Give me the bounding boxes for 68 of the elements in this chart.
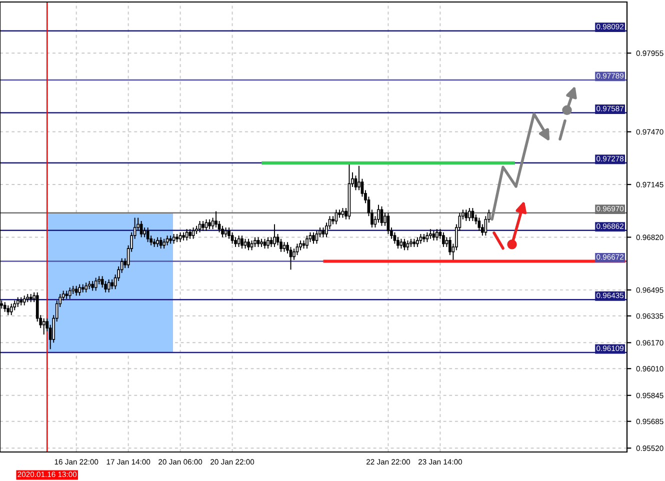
candlestick <box>107 278 110 293</box>
candlestick <box>204 218 208 232</box>
candlestick <box>6 304 10 316</box>
candlestick <box>22 295 26 306</box>
candlestick <box>208 218 211 230</box>
candlestick <box>280 238 282 252</box>
candlestick <box>334 209 338 225</box>
candlestick <box>94 277 98 292</box>
candlestick <box>406 240 410 251</box>
candlestick <box>270 236 273 248</box>
candlestick <box>419 233 422 244</box>
candlestick <box>448 236 452 256</box>
candlestick <box>172 233 176 244</box>
candlestick <box>341 208 344 218</box>
candlestick <box>322 227 325 238</box>
candlestick <box>110 278 114 290</box>
candlestick <box>3 302 6 312</box>
candlestick <box>256 236 260 248</box>
candlestick <box>266 236 270 250</box>
candlestick <box>380 206 384 226</box>
candlestick <box>299 240 302 251</box>
candlestick <box>312 232 315 244</box>
candlestick <box>436 228 438 241</box>
candlestick <box>234 236 237 248</box>
candlestick <box>400 238 403 250</box>
candlestick <box>146 227 150 243</box>
candlestick <box>78 284 82 296</box>
candlestick <box>143 227 146 238</box>
candlestick <box>396 236 400 250</box>
candlestick <box>393 232 396 244</box>
candlestick <box>10 303 13 316</box>
candlestick <box>178 232 182 243</box>
candlestick <box>250 240 254 251</box>
candlestick <box>84 282 88 293</box>
candlestick <box>91 280 94 292</box>
candlestick <box>68 287 72 300</box>
candlestick <box>16 296 20 308</box>
candlestick <box>13 300 16 311</box>
candlestick <box>358 165 360 191</box>
candlestick <box>306 235 308 250</box>
candlestick <box>273 224 276 248</box>
candlestick <box>74 285 78 296</box>
candlestick <box>468 208 471 222</box>
candlestick <box>426 232 429 243</box>
candlestick <box>166 235 169 246</box>
candlestick <box>247 238 250 251</box>
candlestick <box>188 228 192 240</box>
candlestick <box>478 217 481 232</box>
candlestick <box>230 232 234 244</box>
candlestick <box>228 227 230 240</box>
candlestick <box>282 242 286 252</box>
candlestick <box>240 235 244 250</box>
candlestick <box>416 236 419 248</box>
candlestick <box>377 204 380 224</box>
candlestick <box>202 220 204 232</box>
candlestick <box>429 228 432 240</box>
candlestick <box>156 236 159 248</box>
candlestick <box>221 225 224 238</box>
candlestick <box>244 238 247 250</box>
candlestick <box>403 238 406 251</box>
candlestick <box>254 236 256 248</box>
candlestick <box>224 227 228 238</box>
candlestick <box>263 238 266 250</box>
candlestick <box>42 318 46 336</box>
candlestick <box>442 232 445 248</box>
candlestick <box>315 230 318 244</box>
candlestick <box>162 238 166 250</box>
candlestick <box>432 230 436 241</box>
